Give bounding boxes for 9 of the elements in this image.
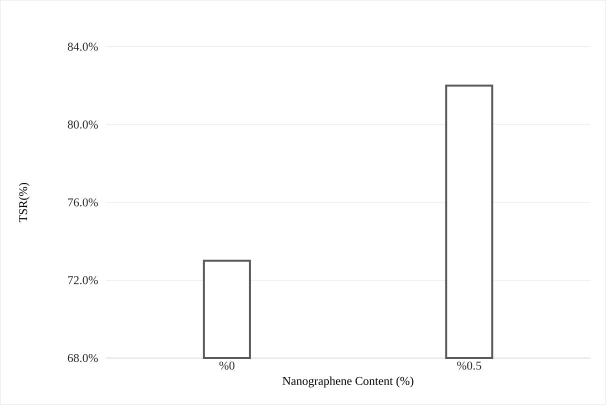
x-tick-label: %0 xyxy=(219,362,234,370)
y-tick-label: 68.0% xyxy=(68,354,98,362)
x-axis-title: Nanographene Content (%) xyxy=(282,376,414,388)
y-tick-label: 84.0% xyxy=(68,42,98,51)
y-tick-label: 76.0% xyxy=(68,198,98,207)
y-tick-label: 80.0% xyxy=(68,120,98,129)
x-tick-label: %0.5 xyxy=(457,362,482,370)
y-tick-label: 72.0% xyxy=(68,276,98,284)
y-axis-title: TSR(%) xyxy=(18,183,30,222)
